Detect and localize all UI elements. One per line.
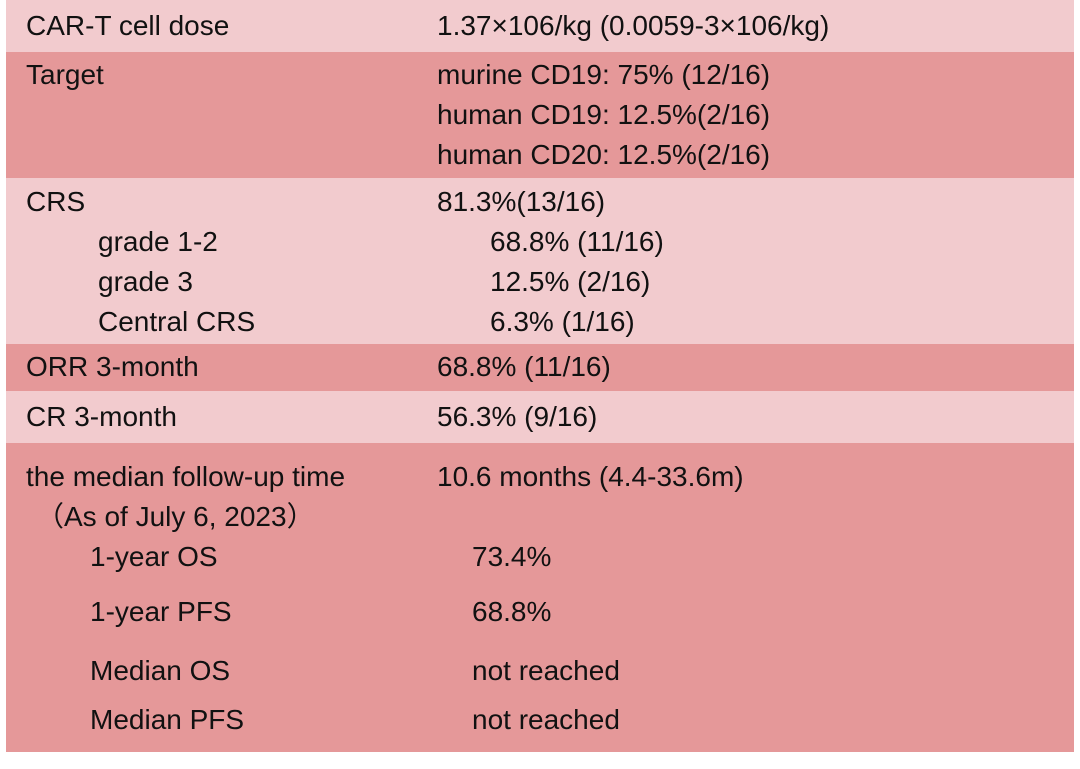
table-line: ORR 3-month 68.8% (11/16) bbox=[6, 347, 1074, 387]
crs-label: CRS bbox=[26, 186, 86, 217]
table-row-orr: ORR 3-month 68.8% (11/16) bbox=[6, 344, 1074, 391]
table-line: 1-year OS 73.4% bbox=[6, 537, 1074, 577]
crs-value: 12.5% (2/16) bbox=[490, 266, 651, 297]
followup-label: Median PFS bbox=[90, 704, 245, 735]
followup-label: 1-year OS bbox=[90, 541, 218, 572]
table-line: human CD20: 12.5%(2/16) bbox=[6, 135, 1074, 175]
crs-label: grade 3 bbox=[98, 266, 193, 297]
table-line: the median follow-up time 10.6 months (4.… bbox=[6, 457, 1074, 497]
target-value: human CD20: 12.5%(2/16) bbox=[437, 139, 771, 170]
crs-value: 81.3%(13/16) bbox=[437, 186, 606, 217]
table-line: CAR-T cell dose 1.37×106/kg (0.0059-3×106… bbox=[6, 6, 1074, 46]
orr-value: 68.8% (11/16) bbox=[437, 351, 611, 382]
target-value: human CD19: 12.5%(2/16) bbox=[437, 99, 771, 130]
table-row-cr: CR 3-month 56.3% (9/16) bbox=[6, 391, 1074, 443]
cart-dose-value: 1.37×106/kg (0.0059-3×106/kg) bbox=[437, 10, 830, 41]
table-line: CR 3-month 56.3% (9/16) bbox=[6, 397, 1074, 437]
table-row-cart-dose: CAR-T cell dose 1.37×106/kg (0.0059-3×106… bbox=[6, 0, 1074, 52]
cart-dose-label: CAR-T cell dose bbox=[26, 10, 230, 41]
followup-label: the median follow-up time bbox=[26, 461, 346, 492]
followup-value: 73.4% bbox=[472, 541, 552, 572]
followup-label: （As of July 6, 2023） bbox=[36, 501, 315, 532]
target-label: Target bbox=[26, 59, 104, 90]
table-line: Median OS not reached bbox=[6, 651, 1074, 691]
table-row-followup: the median follow-up time 10.6 months (4.… bbox=[6, 443, 1074, 752]
crs-value: 68.8% (11/16) bbox=[490, 226, 664, 257]
followup-value: 68.8% bbox=[472, 596, 552, 627]
table-row-target: Target murine CD19: 75% (12/16) human CD19… bbox=[6, 52, 1074, 178]
crs-label: Central CRS bbox=[98, 306, 256, 337]
table-line: 1-year PFS 68.8% bbox=[6, 592, 1074, 632]
crs-value: 6.3% (1/16) bbox=[490, 306, 635, 337]
crs-label: grade 1-2 bbox=[98, 226, 218, 257]
table-line: Central CRS 6.3% (1/16) bbox=[6, 302, 1074, 342]
table-line: grade 1-2 68.8% (11/16) bbox=[6, 222, 1074, 262]
followup-value: not reached bbox=[472, 655, 620, 686]
target-value: murine CD19: 75% (12/16) bbox=[437, 59, 771, 90]
followup-value: 10.6 months (4.4-33.6m) bbox=[437, 461, 744, 492]
table-line: grade 3 12.5% (2/16) bbox=[6, 262, 1074, 302]
car-t-trial-summary-table: CAR-T cell dose 1.37×106/kg (0.0059-3×106… bbox=[6, 0, 1074, 752]
orr-label: ORR 3-month bbox=[26, 351, 199, 382]
table-row-crs: CRS 81.3%(13/16) grade 1-2 68.8% (11/16) gra… bbox=[6, 178, 1074, 344]
table-line: （As of July 6, 2023） bbox=[6, 497, 1074, 537]
table-line: Median PFS not reached bbox=[6, 700, 1074, 740]
table-line: CRS 81.3%(13/16) bbox=[6, 182, 1074, 222]
followup-label: 1-year PFS bbox=[90, 596, 232, 627]
followup-label: Median OS bbox=[90, 655, 231, 686]
cr-label: CR 3-month bbox=[26, 401, 177, 432]
target-label bbox=[6, 95, 437, 135]
target-label bbox=[6, 135, 437, 175]
table-line: human CD19: 12.5%(2/16) bbox=[6, 95, 1074, 135]
table-line: Target murine CD19: 75% (12/16) bbox=[6, 55, 1074, 95]
followup-value bbox=[437, 497, 1074, 537]
cr-value: 56.3% (9/16) bbox=[437, 401, 598, 432]
followup-value: not reached bbox=[472, 704, 620, 735]
